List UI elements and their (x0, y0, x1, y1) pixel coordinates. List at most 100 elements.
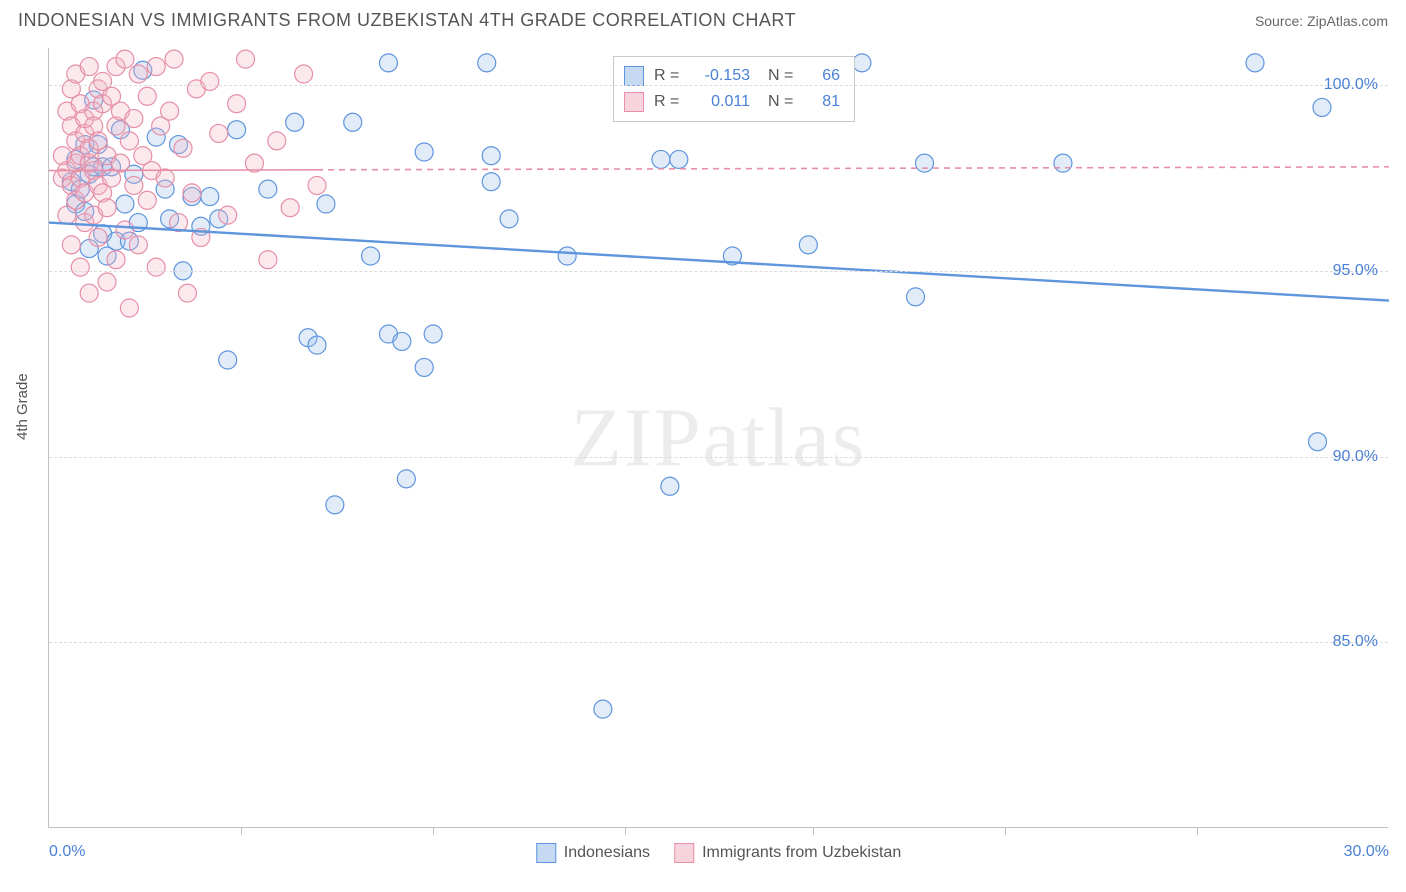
legend-swatch (674, 843, 694, 863)
data-point (317, 195, 335, 213)
trend-line (317, 167, 1389, 170)
data-point (558, 247, 576, 265)
data-point (98, 199, 116, 217)
data-point (393, 332, 411, 350)
legend-r-label: R = (654, 93, 682, 111)
data-point (174, 139, 192, 157)
trend-line (49, 170, 317, 171)
data-point (415, 358, 433, 376)
gridline (49, 271, 1388, 272)
data-point (237, 50, 255, 68)
data-point (161, 102, 179, 120)
data-point (98, 273, 116, 291)
data-point (915, 154, 933, 172)
data-point (482, 147, 500, 165)
data-point (1309, 433, 1327, 451)
source-label: Source: ZipAtlas.com (1255, 13, 1388, 29)
data-point (853, 54, 871, 72)
chart-title: INDONESIAN VS IMMIGRANTS FROM UZBEKISTAN… (18, 10, 796, 31)
data-point (482, 173, 500, 191)
data-point (165, 50, 183, 68)
data-point (125, 110, 143, 128)
data-point (183, 184, 201, 202)
data-point (344, 113, 362, 131)
xtick-label: 30.0% (1344, 843, 1389, 861)
data-point (219, 351, 237, 369)
data-point (652, 150, 670, 168)
data-point (415, 143, 433, 161)
legend-n-value: 81 (806, 93, 840, 111)
data-point (156, 169, 174, 187)
data-point (259, 180, 277, 198)
legend-correlation: R =-0.153N =66R =0.011N =81 (613, 56, 855, 122)
xtick-label: 0.0% (49, 843, 85, 861)
gridline (49, 457, 1388, 458)
data-point (138, 87, 156, 105)
data-point (295, 65, 313, 83)
data-point (111, 154, 129, 172)
data-point (178, 284, 196, 302)
data-point (116, 50, 134, 68)
y-axis-title: 4th Grade (14, 373, 31, 440)
legend-swatch (624, 66, 644, 86)
scatter-svg (49, 48, 1388, 827)
data-point (62, 236, 80, 254)
legend-r-label: R = (654, 67, 682, 85)
legend-r-value: 0.011 (692, 93, 750, 111)
data-point (116, 221, 134, 239)
data-point (228, 121, 246, 139)
data-point (308, 336, 326, 354)
data-point (116, 195, 134, 213)
data-point (268, 132, 286, 150)
data-point (362, 247, 380, 265)
xtick (813, 827, 814, 835)
data-point (228, 95, 246, 113)
data-point (1313, 98, 1331, 116)
legend-swatch (536, 843, 556, 863)
data-point (201, 72, 219, 90)
legend-item: Immigrants from Uzbekistan (674, 843, 901, 863)
ytick-label: 85.0% (1333, 633, 1378, 651)
legend-swatch (624, 92, 644, 112)
legend-n-label: N = (768, 67, 796, 85)
data-point (80, 284, 98, 302)
data-point (500, 210, 518, 228)
data-point (201, 188, 219, 206)
data-point (147, 258, 165, 276)
data-point (129, 236, 147, 254)
data-point (138, 191, 156, 209)
ytick-label: 100.0% (1324, 76, 1378, 94)
legend-series: Indonesians Immigrants from Uzbekistan (536, 843, 901, 863)
data-point (661, 477, 679, 495)
data-point (71, 258, 89, 276)
legend-item: Indonesians (536, 843, 650, 863)
data-point (397, 470, 415, 488)
trend-line (49, 223, 1389, 301)
data-point (594, 700, 612, 718)
data-point (259, 251, 277, 269)
data-point (379, 54, 397, 72)
data-point (424, 325, 442, 343)
data-point (107, 251, 125, 269)
data-point (799, 236, 817, 254)
legend-series-name: Immigrants from Uzbekistan (702, 844, 901, 862)
data-point (670, 150, 688, 168)
data-point (89, 228, 107, 246)
data-point (120, 132, 138, 150)
ytick-label: 95.0% (1333, 262, 1378, 280)
gridline (49, 85, 1388, 86)
legend-row: R =0.011N =81 (624, 89, 840, 115)
xtick (625, 827, 626, 835)
data-point (80, 58, 98, 76)
legend-r-value: -0.153 (692, 67, 750, 85)
data-point (120, 299, 138, 317)
legend-n-value: 66 (806, 67, 840, 85)
gridline (49, 642, 1388, 643)
data-point (125, 176, 143, 194)
data-point (907, 288, 925, 306)
data-point (281, 199, 299, 217)
legend-series-name: Indonesians (564, 844, 650, 862)
xtick (433, 827, 434, 835)
xtick (241, 827, 242, 835)
data-point (219, 206, 237, 224)
